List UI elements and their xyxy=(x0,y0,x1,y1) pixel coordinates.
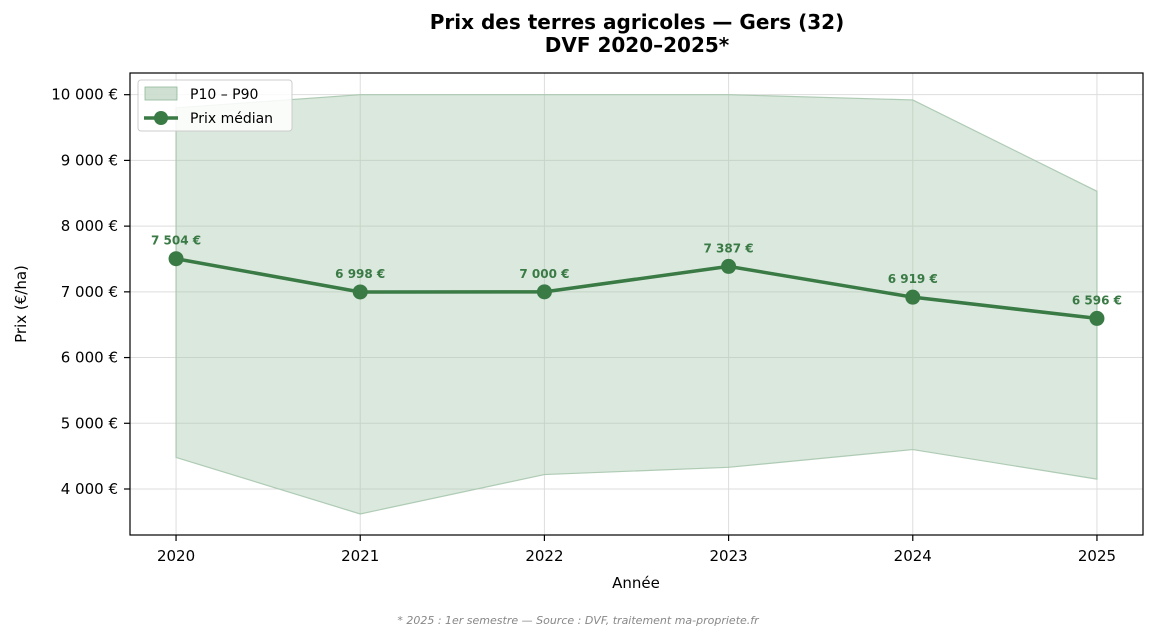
y-tick-label: 9 000 € xyxy=(61,151,118,169)
percentile-band-layer xyxy=(175,94,1098,515)
x-tick-label: 2024 xyxy=(894,547,932,565)
x-axis-label: Année xyxy=(612,574,660,592)
median-point xyxy=(1089,310,1105,326)
median-data-label: 7 387 € xyxy=(704,241,754,255)
y-axis-ticks: 4 000 € 5 000 € 6 000 € 7 000 € 8 000 € 9 000… xyxy=(51,86,130,498)
percentile-band-area xyxy=(175,94,1098,515)
legend: P10 – P90 Prix médian xyxy=(137,79,293,132)
x-tick-label: 2025 xyxy=(1078,547,1116,565)
y-tick-label: 5 000 € xyxy=(61,414,118,432)
footnote: * 2025 : 1er semestre — Source : DVF, tr… xyxy=(397,614,760,627)
median-data-label: 6 596 € xyxy=(1072,293,1122,307)
median-data-label: 7 000 € xyxy=(519,267,569,281)
legend-marker-swatch xyxy=(154,111,168,125)
y-tick-label: 10 000 € xyxy=(51,86,118,104)
median-line xyxy=(175,256,1098,321)
median-line-layer xyxy=(168,251,1105,326)
median-data-label: 6 998 € xyxy=(335,267,385,281)
median-point xyxy=(352,284,368,300)
chart-title-line1: Prix des terres agricoles — Gers (32) xyxy=(430,10,844,34)
median-point xyxy=(168,251,184,267)
y-axis-label: Prix (€/ha) xyxy=(12,265,30,343)
legend-band-swatch xyxy=(144,86,178,101)
x-tick-label: 2020 xyxy=(157,547,195,565)
median-point xyxy=(905,289,921,305)
median-data-label: 6 919 € xyxy=(888,272,938,286)
legend-band-label: P10 – P90 xyxy=(190,87,258,103)
plot-frame xyxy=(129,72,1144,536)
median-point xyxy=(536,284,552,300)
y-tick-label: 6 000 € xyxy=(61,349,118,367)
median-data-label: 7 504 € xyxy=(151,234,201,248)
x-axis-ticks: 2020 2021 2022 2023 2024 2025 xyxy=(157,535,1116,565)
data-label-layer: 7 504 € 6 998 € 7 000 € 7 387 € 6 919 € 6 596… xyxy=(151,234,1122,308)
x-tick-label: 2021 xyxy=(341,547,379,565)
x-tick-label: 2022 xyxy=(525,547,563,565)
y-tick-label: 4 000 € xyxy=(61,480,118,498)
median-point xyxy=(721,258,737,274)
y-tick-label: 8 000 € xyxy=(61,217,118,235)
legend-median-label: Prix médian xyxy=(190,111,273,127)
y-tick-label: 7 000 € xyxy=(61,283,118,301)
chart-title-line2: DVF 2020–2025* xyxy=(545,33,730,57)
x-tick-label: 2023 xyxy=(709,547,747,565)
